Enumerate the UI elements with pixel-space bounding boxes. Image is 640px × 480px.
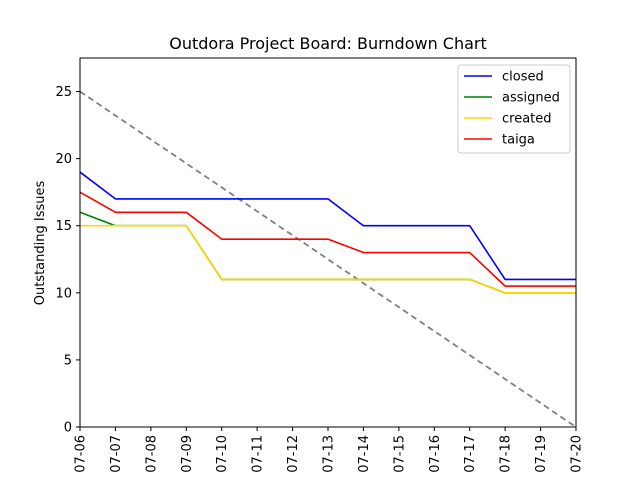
y-tick-label: 0 bbox=[64, 421, 72, 436]
series-line-assigned bbox=[79, 211, 576, 294]
x-tick-label: 07-14 bbox=[357, 435, 372, 473]
series-line-closed bbox=[79, 171, 576, 281]
axes-layer: 0 5 10 15 20 25 07-06 07-07 07-08 07-09 07-10 07-11… bbox=[55, 57, 585, 473]
x-tick-label: 07-19 bbox=[534, 435, 549, 473]
y-tick-label: 15 bbox=[55, 219, 72, 234]
x-tick-label: 07-06 bbox=[74, 435, 89, 473]
x-tick-label: 07-09 bbox=[180, 435, 195, 473]
y-tick-label: 20 bbox=[55, 152, 72, 167]
y-tick-label: 10 bbox=[55, 286, 72, 301]
legend-label-taiga: taiga bbox=[502, 133, 535, 148]
x-tick-label: 07-11 bbox=[251, 435, 266, 473]
x-tick-label: 07-10 bbox=[215, 435, 230, 473]
y-tick-label: 5 bbox=[64, 353, 72, 368]
series-layer bbox=[79, 171, 576, 294]
y-axis-label: Outstanding Issues bbox=[33, 181, 48, 306]
legend-box bbox=[457, 64, 571, 154]
x-tick-label: 07-16 bbox=[428, 435, 443, 473]
x-tick-label: 07-17 bbox=[463, 435, 478, 473]
legend-label-assigned: assigned bbox=[502, 91, 560, 106]
x-tick-label: 07-07 bbox=[109, 435, 124, 473]
x-tick-label: 07-18 bbox=[499, 435, 514, 473]
series-line-created bbox=[80, 224, 576, 294]
x-tick-label: 07-12 bbox=[286, 435, 301, 473]
legend-label-created: created bbox=[502, 112, 552, 127]
x-tick-label: 07-15 bbox=[392, 435, 407, 473]
x-tick-label: 07-08 bbox=[144, 435, 159, 473]
y-tick-label: 25 bbox=[55, 85, 72, 100]
chart-title: Outdora Project Board: Burndown Chart bbox=[169, 34, 487, 53]
legend-label-closed: closed bbox=[502, 70, 544, 85]
legend: closed assigned created taiga bbox=[457, 64, 571, 154]
x-tick-label: 07-20 bbox=[570, 435, 585, 473]
x-tick-label: 07-13 bbox=[322, 435, 337, 473]
series-line-taiga bbox=[79, 191, 576, 287]
